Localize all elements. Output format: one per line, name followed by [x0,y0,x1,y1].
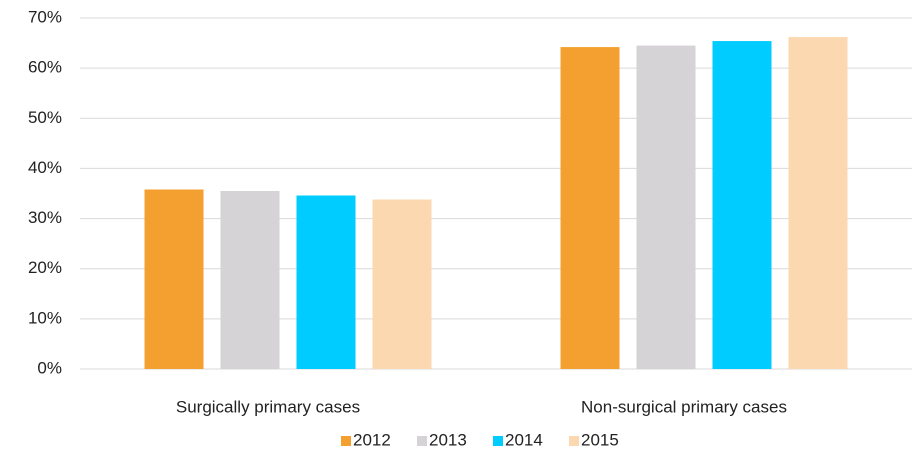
bar [788,37,848,369]
bar [220,190,280,369]
y-tick-label: 20% [28,258,62,277]
y-tick-label: 40% [28,158,62,177]
y-tick-label: 0% [37,358,62,377]
legend-label: 2014 [505,430,543,449]
bar [712,41,772,370]
bar [560,47,620,369]
bar [144,189,204,369]
legend-label: 2013 [429,430,467,449]
bar [296,195,356,369]
x-tick-label: Surgically primary cases [176,397,360,416]
y-tick-label: 50% [28,108,62,127]
legend-swatch [341,436,351,446]
legend-label: 2012 [353,430,391,449]
legend-swatch [569,436,579,446]
y-tick-label: 30% [28,208,62,227]
bar [636,45,696,369]
bar [372,199,432,369]
legend-swatch [493,436,503,446]
legend-swatch [417,436,427,446]
x-tick-label: Non-surgical primary cases [581,397,787,416]
y-tick-label: 60% [28,58,62,77]
legend-label: 2015 [581,430,619,449]
y-tick-label: 10% [28,308,62,327]
y-tick-label: 70% [28,7,62,26]
